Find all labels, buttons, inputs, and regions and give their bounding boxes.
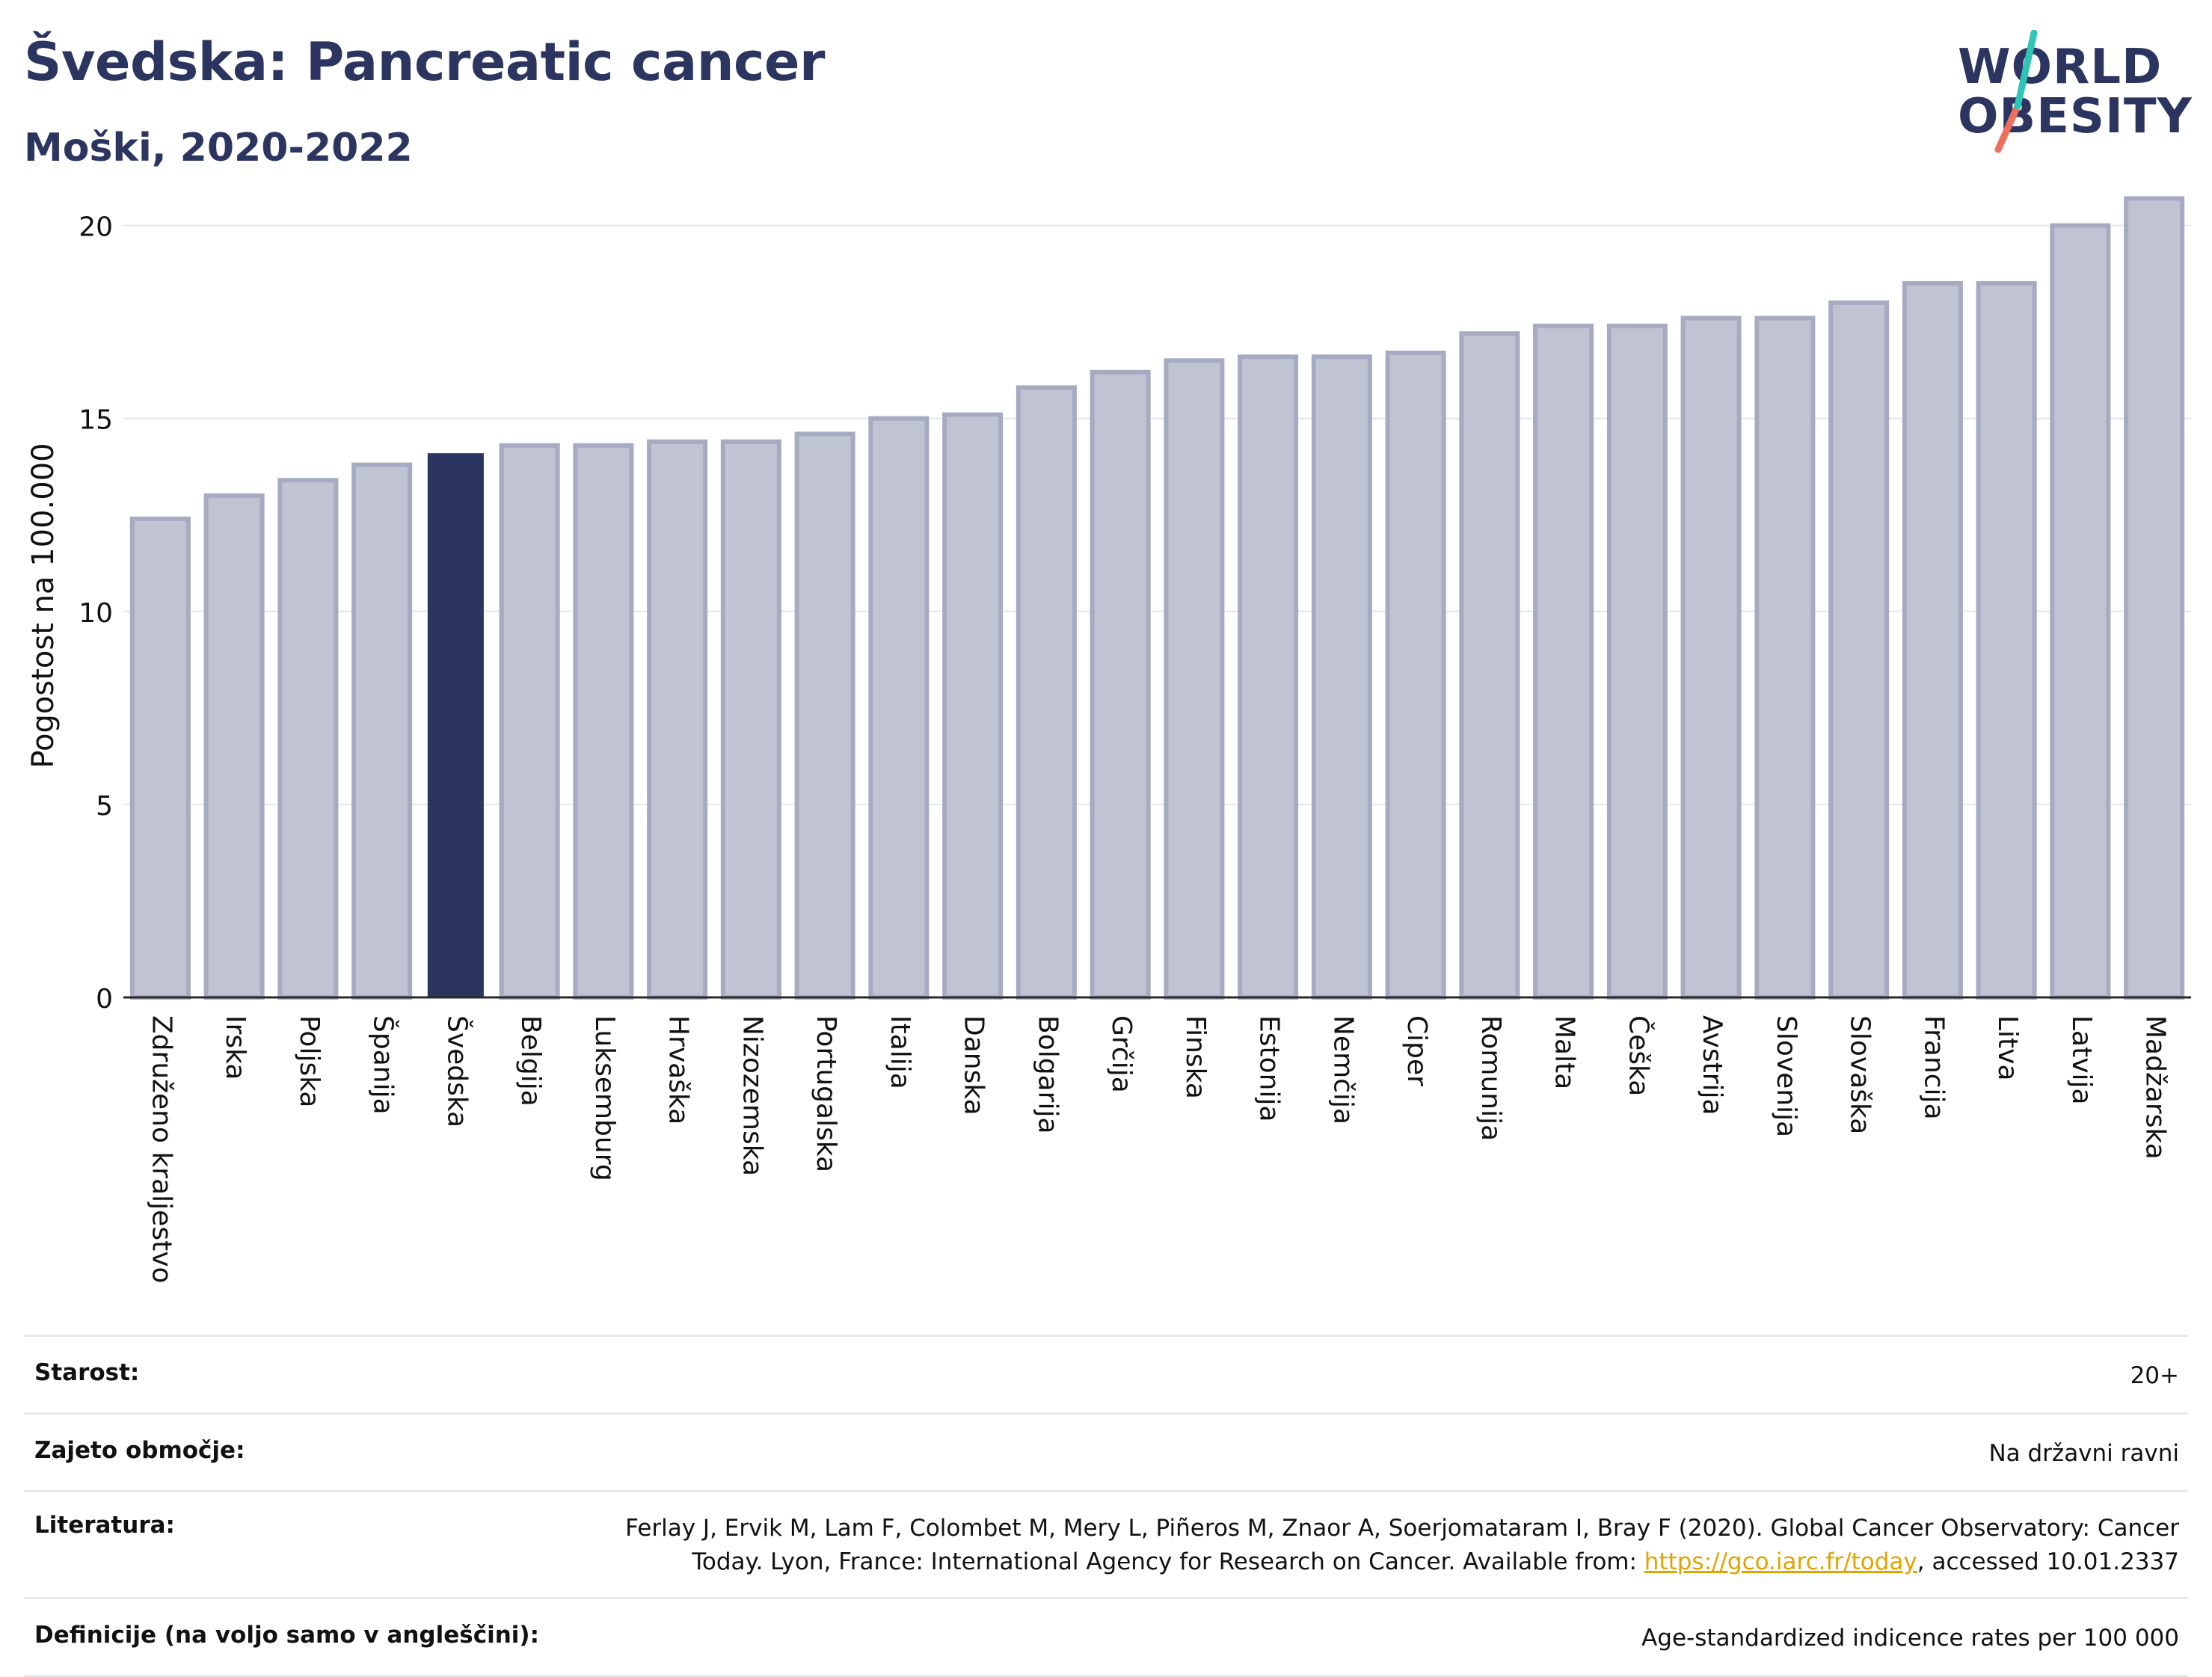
x-tick-label: Madžarska <box>2140 1015 2171 1160</box>
x-tick-label: Poljska <box>294 1015 325 1108</box>
bar <box>573 443 634 1000</box>
x-tick-label: Ciper <box>1401 1015 1432 1086</box>
bar <box>1238 354 1299 1000</box>
bar <box>1606 323 1668 1000</box>
x-tick-label: Nemčija <box>1327 1015 1358 1124</box>
bar <box>277 478 339 1000</box>
page-title: Švedska: Pancreatic cancer <box>24 31 826 93</box>
page-subtitle: Moški, 2020-2022 <box>24 126 413 170</box>
bar <box>1680 316 1742 1000</box>
bar <box>1016 385 1077 1000</box>
x-tick-label: Portugalska <box>811 1015 841 1172</box>
bar <box>2050 223 2111 1000</box>
bar <box>1459 331 1520 1000</box>
logo-text-world: WORLD <box>1958 40 2163 95</box>
x-tick-label: Združeno kraljestvo <box>146 1015 176 1284</box>
bar <box>499 443 560 1000</box>
y-tick-label: 5 <box>96 791 113 822</box>
x-tick-label: Romunija <box>1475 1015 1506 1141</box>
bar <box>351 462 413 1000</box>
x-tick-label: Španija <box>368 1015 399 1115</box>
bar <box>2124 196 2185 1000</box>
bar <box>427 453 484 997</box>
references-text-line2: Today. Lyon, France: International Agenc… <box>692 1548 1644 1575</box>
references-text-accessed: , accessed 10.01.2337 <box>1917 1548 2179 1575</box>
x-tick-label: Hrvaška <box>663 1015 694 1124</box>
references-link[interactable]: https://gco.iarc.fr/today <box>1644 1548 1917 1575</box>
bar <box>1385 350 1446 1000</box>
x-tick-label: Danska <box>959 1015 989 1116</box>
x-tick-label: Latvija <box>2066 1015 2097 1105</box>
bar <box>1164 358 1225 1000</box>
definitions-label: Definicije (na voljo samo v angleščini): <box>34 1621 539 1649</box>
bar <box>1533 323 1594 1000</box>
bar <box>794 431 855 1000</box>
x-tick-label: Grčija <box>1106 1015 1137 1093</box>
age-label: Starost: <box>34 1359 140 1386</box>
coverage-value: Na državni ravni <box>1988 1439 2179 1467</box>
info-table: Starost: 20+ Zajeto območje: Na državni … <box>24 1335 2188 1677</box>
logo-text-obesity: OBESITY <box>1958 89 2193 144</box>
x-tick-label: Malta <box>1549 1015 1580 1089</box>
x-tick-label: Irska <box>220 1015 251 1080</box>
bar <box>203 493 265 1000</box>
bar <box>647 439 708 1000</box>
x-tick-label: Italija <box>885 1015 915 1089</box>
world-obesity-logo: WORLD OBESITY <box>1944 30 2193 157</box>
x-tick-label: Slovaška <box>1845 1015 1875 1134</box>
y-tick-label: 10 <box>79 598 113 629</box>
x-tick-label: Finska <box>1180 1015 1211 1099</box>
x-tick-label: Estonija <box>1254 1015 1285 1122</box>
age-value: 20+ <box>2130 1362 2179 1389</box>
bar <box>1754 316 1816 1000</box>
bar <box>129 516 191 1000</box>
bar <box>1976 281 2037 1000</box>
info-row-age: Starost: 20+ <box>24 1337 2188 1415</box>
x-tick-label: Litva <box>1992 1015 2023 1081</box>
references-value: Ferlay J, Ervik M, Lam F, Colombet M, Me… <box>625 1512 2179 1579</box>
x-tick-label: Belgija <box>515 1015 546 1107</box>
x-tick-label: Nizozemska <box>737 1015 767 1176</box>
bar <box>942 412 1004 1000</box>
x-tick-label: Luksemburg <box>589 1015 620 1181</box>
bar-chart: 0 5 10 15 20 Združeno kraljestvo Irska Poljska Š… <box>79 196 2191 1284</box>
coverage-label: Zajeto območje: <box>34 1436 245 1464</box>
bar <box>1828 300 1890 1000</box>
references-text-line1: Ferlay J, Ervik M, Lam F, Colombet M, Me… <box>625 1514 2179 1542</box>
definitions-value: Age-standardized indicence rates per 100… <box>1641 1624 2179 1652</box>
y-tick-label: 20 <box>79 212 113 243</box>
y-tick-label: 0 <box>96 984 113 1015</box>
bar <box>868 416 930 1000</box>
x-tick-label: Češka <box>1623 1015 1654 1096</box>
x-tick-label: Švedska <box>441 1015 473 1127</box>
bar <box>1902 281 1963 1000</box>
info-row-coverage: Zajeto območje: Na državni ravni <box>24 1415 2188 1492</box>
x-tick-label: Francija <box>1918 1015 1949 1120</box>
x-tick-label: Avstrija <box>1697 1015 1727 1116</box>
bar <box>1311 354 1372 1000</box>
references-label: Literatura: <box>34 1511 175 1539</box>
logo-slash-icon <box>1994 30 2038 153</box>
bar <box>720 439 781 1000</box>
bar <box>1090 369 1151 1000</box>
x-tick-label: Slovenija <box>1771 1015 1801 1137</box>
x-tick-label: Bolgarija <box>1032 1015 1063 1134</box>
info-row-definitions: Definicije (na voljo samo v angleščini):… <box>24 1599 2188 1677</box>
y-tick-label: 15 <box>79 405 113 436</box>
info-row-references: Literatura: Ferlay J, Ervik M, Lam F, Co… <box>24 1492 2188 1599</box>
